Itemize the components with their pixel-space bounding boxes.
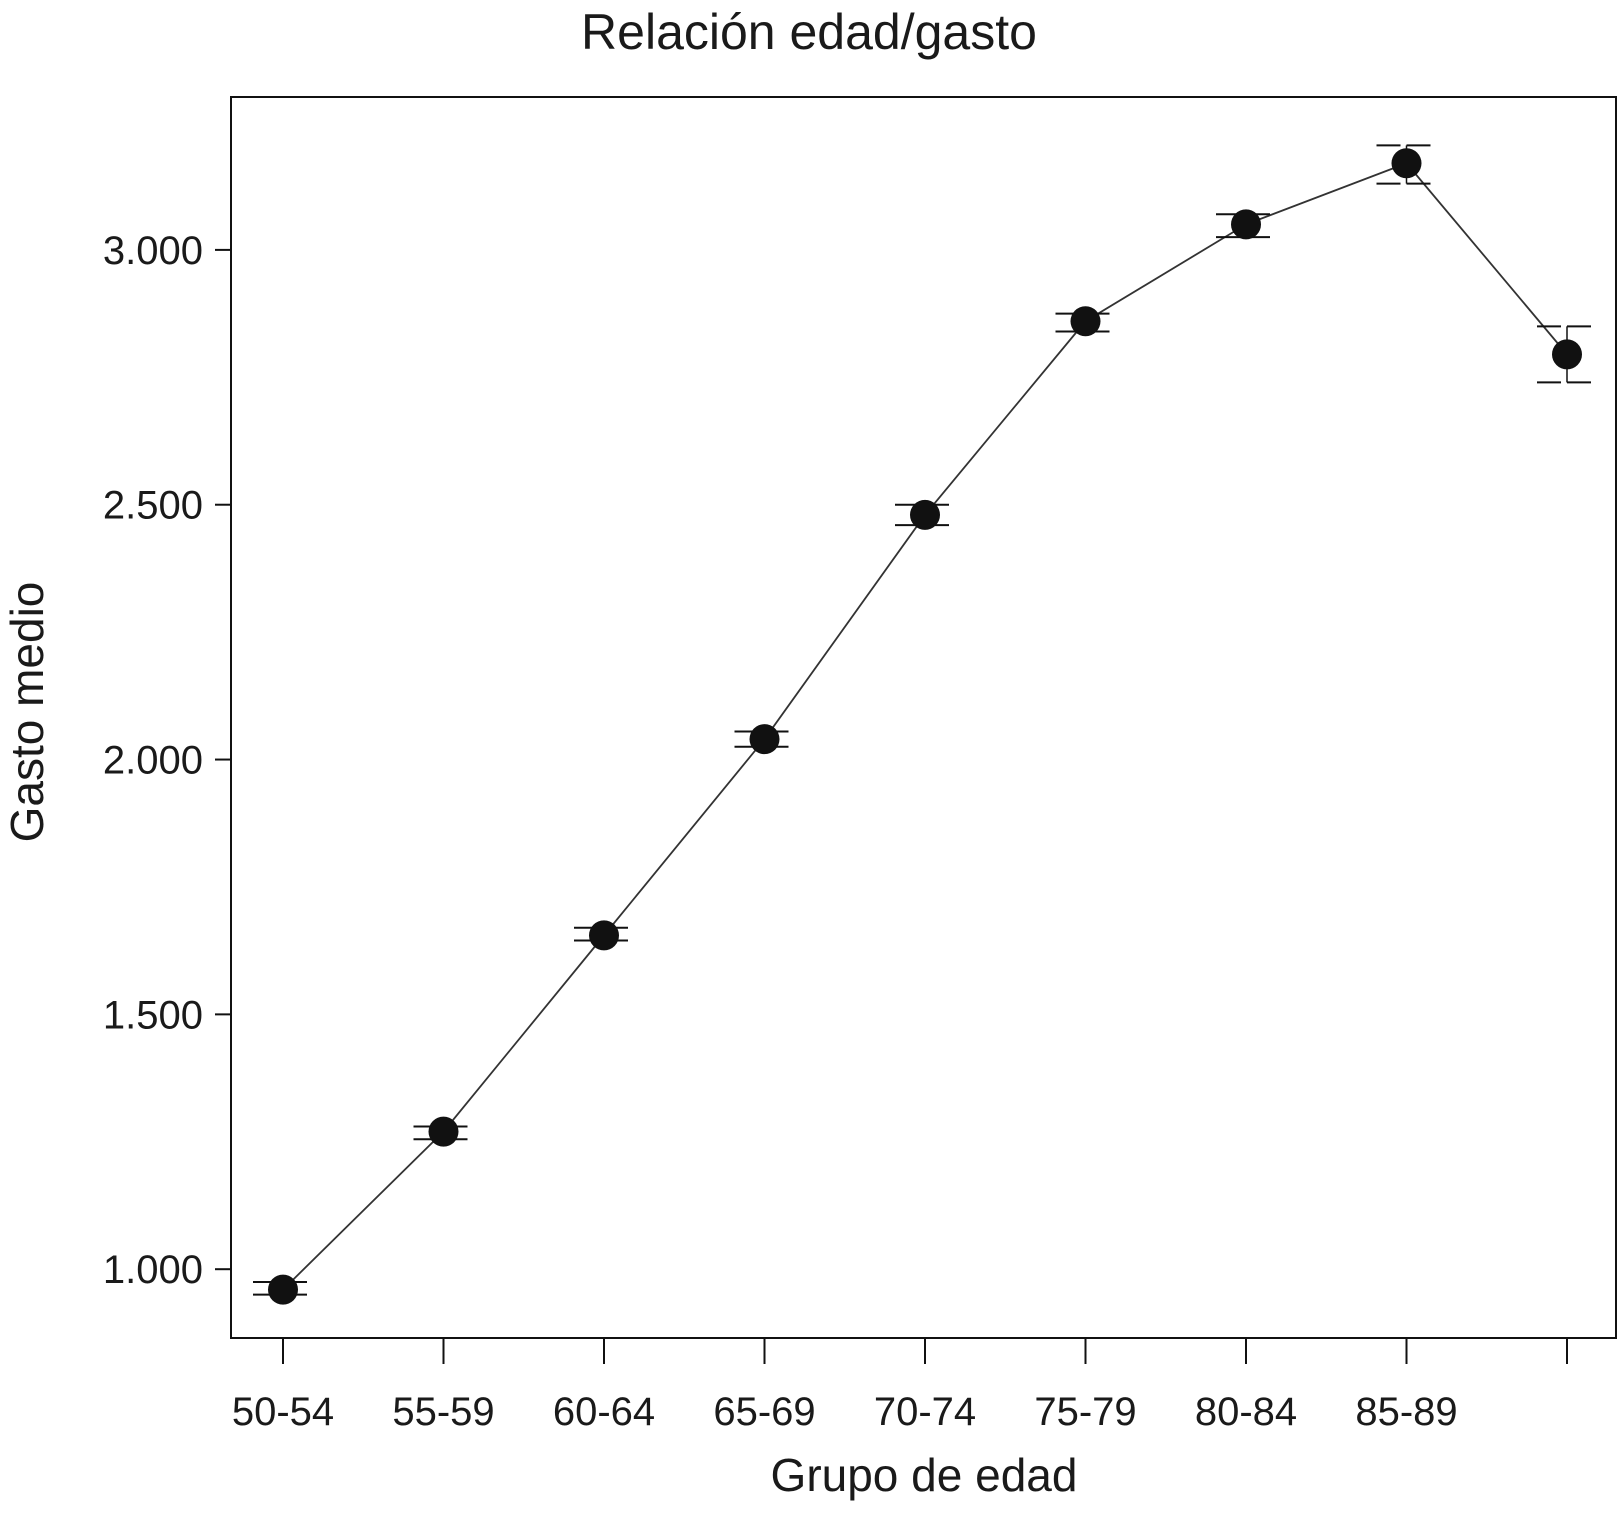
data-point xyxy=(749,724,780,755)
y-tick-label: 2.000 xyxy=(103,739,203,783)
data-point xyxy=(268,1274,298,1305)
x-tick-label: 85-89 xyxy=(1355,1390,1457,1434)
y-tick-label: 2.500 xyxy=(103,484,203,528)
x-tick-label: 75-79 xyxy=(1034,1390,1136,1434)
y-tick-label: 3.000 xyxy=(103,229,203,273)
data-point xyxy=(589,920,619,951)
y-tick-label: 1.500 xyxy=(103,993,203,1037)
series-line xyxy=(282,162,1568,1291)
x-tick-label: 60-64 xyxy=(553,1390,655,1434)
x-tick-label: 80-84 xyxy=(1195,1390,1297,1434)
y-tick-label: 1.000 xyxy=(103,1248,203,1292)
plot-frame xyxy=(230,96,1617,1339)
x-tick-label: 50-54 xyxy=(232,1390,334,1434)
x-tick-label: 55-59 xyxy=(392,1390,494,1434)
data-point xyxy=(1391,148,1422,179)
data-point xyxy=(910,499,940,530)
data-point xyxy=(1070,306,1101,337)
y-axis-label: Gasto medio xyxy=(1,581,53,843)
chart-title: Relación edad/gasto xyxy=(581,4,1037,60)
x-tick-label: 65-69 xyxy=(713,1390,815,1434)
data-point xyxy=(1231,209,1261,240)
data-point xyxy=(1552,339,1582,370)
x-axis-label: Grupo de edad xyxy=(770,1449,1078,1501)
x-tick-label: 70-74 xyxy=(874,1390,976,1434)
data-point xyxy=(428,1116,459,1147)
